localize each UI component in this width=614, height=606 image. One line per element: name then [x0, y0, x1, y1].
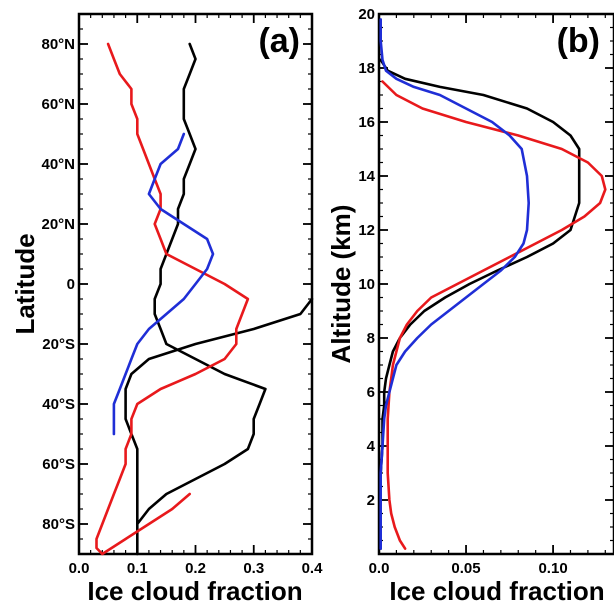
y-tick-label-a: 80°N: [41, 36, 75, 53]
y-tick-label-a: 60°S: [42, 456, 75, 473]
series-b: [379, 18, 607, 550]
black-series-line-a: [124, 42, 314, 556]
y-tick-label-b: 20: [358, 6, 375, 23]
x-tick-label-a: 0.1: [127, 560, 148, 577]
x-axis-title-b: Ice cloud fraction: [389, 576, 604, 606]
red-series-line-b: [381, 80, 607, 550]
panel-b: 0.0 0.05 0.10 2 4 6 8 10 12 14 16 18 20 (b) Ice clou…: [326, 6, 614, 606]
x-tick-label-b: 0.10: [538, 560, 567, 577]
y-tick-label-b: 12: [358, 222, 375, 239]
y-tick-label-a: 0: [67, 276, 75, 293]
y-tick-label-a: 20°S: [42, 336, 75, 353]
ticks-a: 0.0 0.1 0.2 0.3 0.4 80°N 60°N 40°N 20°N 0 20°S 40°S…: [41, 13, 324, 577]
y-tick-label-a: 20°N: [41, 216, 75, 233]
y-tick-label-b: 4: [367, 438, 376, 455]
x-tick-label-b: 0.0: [369, 560, 390, 577]
y-tick-label-b: 16: [358, 114, 375, 131]
blue-series-line-b: [379, 18, 531, 550]
y-tick-label-a: 60°N: [41, 96, 75, 113]
panel-a: 0.0 0.1 0.2 0.3 0.4 80°N 60°N 40°N 20°N 0 20°S 40°S…: [10, 12, 324, 606]
y-tick-label-b: 10: [358, 276, 375, 293]
y-tick-label-b: 14: [358, 168, 375, 185]
y-tick-label-a: 40°S: [42, 396, 75, 413]
ticks-b: 0.0 0.05 0.10 2 4 6 8 10 12 14 16 18 20: [358, 6, 614, 577]
y-tick-label-b: 6: [367, 384, 375, 401]
x-tick-label-b: 0.05: [451, 560, 480, 577]
y-axis-title-b: Altitude (km): [326, 205, 356, 364]
y-tick-label-b: 8: [367, 330, 375, 347]
x-tick-label-a: 0.2: [185, 560, 206, 577]
y-axis-title-a: Latitude: [10, 233, 40, 334]
y-tick-label-a: 80°S: [42, 516, 75, 533]
panel-label-a: (a): [258, 22, 300, 60]
panel-label-b: (b): [557, 22, 600, 60]
y-tick-label-a: 40°N: [41, 156, 75, 173]
plot-frame-b: [377, 12, 614, 556]
red-series-line-a: [95, 42, 250, 556]
x-tick-label-a: 0.0: [69, 560, 90, 577]
x-tick-label-a: 0.3: [243, 560, 264, 577]
blue-series-line-a: [112, 132, 215, 436]
black-series-line-b: [379, 58, 581, 550]
x-axis-title-a: Ice cloud fraction: [87, 576, 302, 606]
x-tick-label-a: 0.4: [302, 560, 324, 577]
y-tick-label-b: 18: [358, 60, 375, 77]
y-tick-label-b: 2: [367, 492, 375, 509]
series-a: [95, 42, 314, 556]
